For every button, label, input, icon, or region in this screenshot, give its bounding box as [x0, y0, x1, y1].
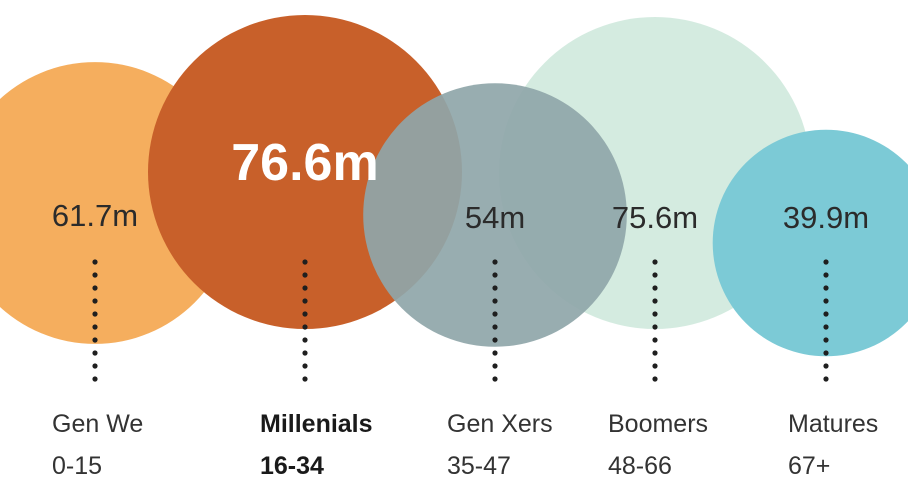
value-label-millenials: 76.6m: [231, 134, 378, 192]
generation-age-range: 48-66: [608, 452, 672, 480]
dotted-leader: [652, 259, 658, 382]
bubble-matures: [712, 129, 908, 357]
generation-age-range: 16-34: [260, 452, 324, 480]
value-label-gen-we: 61.7m: [52, 198, 138, 233]
value-label-boomers: 75.6m: [612, 200, 698, 235]
generation-age-range: 67+: [788, 452, 831, 480]
generation-name: Matures: [788, 410, 879, 438]
generation-name: Gen We: [52, 410, 144, 438]
generation-age-range: 35-47: [447, 452, 511, 480]
generation-name: Gen Xers: [447, 410, 553, 438]
generation-name: Millenials: [260, 410, 373, 438]
value-label-matures: 39.9m: [783, 200, 869, 235]
generation-name: Boomers: [608, 410, 709, 438]
generation-age-range: 0-15: [52, 452, 103, 480]
bubble-gen-xers: [363, 83, 627, 347]
dotted-leader: [302, 259, 308, 382]
value-label-gen-xers: 54m: [465, 200, 525, 235]
dotted-leader: [823, 259, 829, 382]
dotted-leader: [492, 259, 498, 382]
dotted-leader: [92, 259, 98, 382]
